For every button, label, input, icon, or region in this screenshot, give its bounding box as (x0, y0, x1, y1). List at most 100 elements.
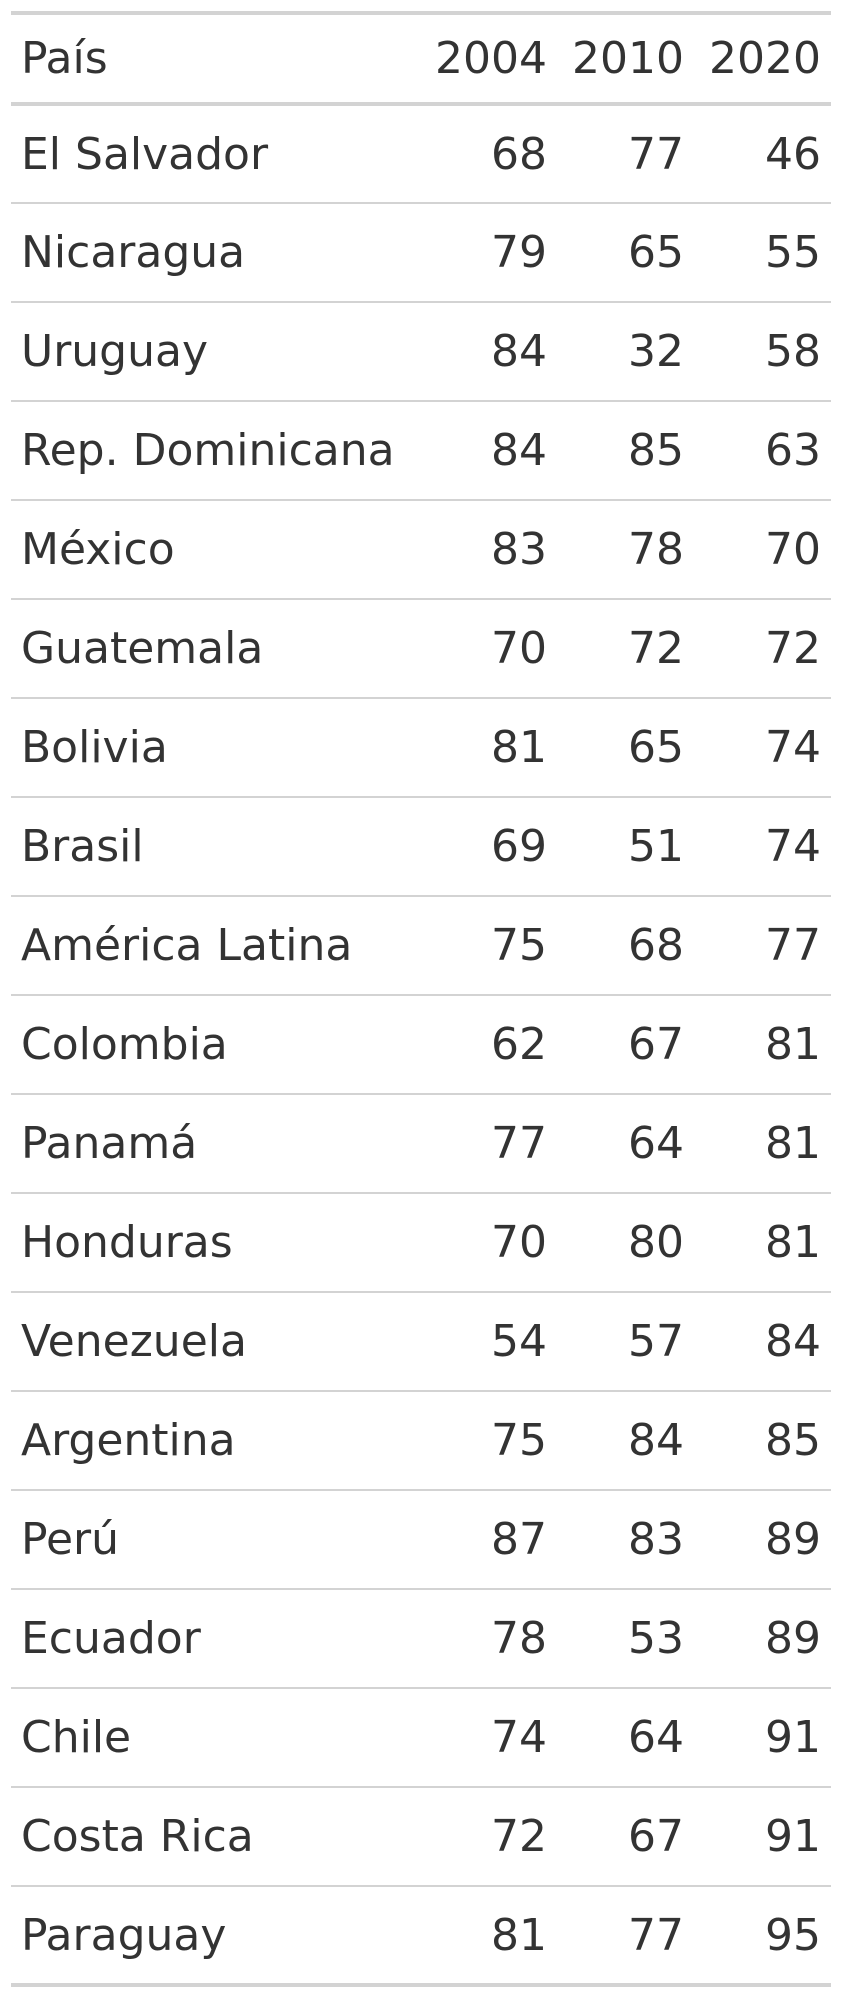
header-year-2010: 2010 (557, 11, 694, 106)
value-cell-2010: 77 (557, 1886, 694, 1987)
country-cell: Venezuela (11, 1292, 420, 1392)
table-row: Perú 87 83 89 (11, 1490, 831, 1590)
country-cell: Colombia (11, 995, 420, 1095)
value-cell-2004: 72 (420, 1787, 557, 1887)
value-cell-2010: 32 (557, 302, 694, 402)
value-cell-2004: 70 (420, 1193, 557, 1293)
value-cell-2020: 95 (694, 1886, 831, 1987)
value-cell-2004: 81 (420, 1886, 557, 1987)
value-cell-2020: 58 (694, 302, 831, 402)
country-cell: Argentina (11, 1391, 420, 1491)
country-cell: El Salvador (11, 104, 420, 204)
value-cell-2020: 70 (694, 500, 831, 600)
country-cell: Brasil (11, 797, 420, 897)
table-row: Venezuela 54 57 84 (11, 1292, 831, 1392)
value-cell-2004: 84 (420, 401, 557, 501)
table-row: El Salvador 68 77 46 (11, 104, 831, 204)
table-row: Paraguay 81 77 95 (11, 1886, 831, 1987)
value-cell-2004: 79 (420, 203, 557, 303)
data-table: País 2004 2010 2020 El Salvador 68 77 46 Nic… (11, 11, 831, 1987)
table-row: Ecuador 78 53 89 (11, 1589, 831, 1689)
country-cell: América Latina (11, 896, 420, 996)
value-cell-2010: 65 (557, 203, 694, 303)
value-cell-2020: 72 (694, 599, 831, 699)
country-cell: Chile (11, 1688, 420, 1788)
value-cell-2010: 64 (557, 1688, 694, 1788)
table-row: Brasil 69 51 74 (11, 797, 831, 897)
value-cell-2020: 81 (694, 995, 831, 1095)
country-cell: Panamá (11, 1094, 420, 1194)
value-cell-2020: 91 (694, 1688, 831, 1788)
value-cell-2010: 72 (557, 599, 694, 699)
value-cell-2020: 81 (694, 1193, 831, 1293)
value-cell-2010: 83 (557, 1490, 694, 1590)
table-row: Guatemala 70 72 72 (11, 599, 831, 699)
country-cell: Ecuador (11, 1589, 420, 1689)
country-cell: Rep. Dominicana (11, 401, 420, 501)
value-cell-2020: 74 (694, 698, 831, 798)
value-cell-2004: 74 (420, 1688, 557, 1788)
table-row: Argentina 75 84 85 (11, 1391, 831, 1491)
header-year-2020: 2020 (694, 11, 831, 106)
value-cell-2020: 89 (694, 1490, 831, 1590)
header-country: País (11, 11, 420, 106)
table-row: América Latina 75 68 77 (11, 896, 831, 996)
value-cell-2010: 68 (557, 896, 694, 996)
value-cell-2020: 85 (694, 1391, 831, 1491)
value-cell-2010: 67 (557, 1787, 694, 1887)
value-cell-2020: 84 (694, 1292, 831, 1392)
value-cell-2004: 83 (420, 500, 557, 600)
value-cell-2004: 87 (420, 1490, 557, 1590)
value-cell-2004: 81 (420, 698, 557, 798)
value-cell-2020: 55 (694, 203, 831, 303)
value-cell-2004: 75 (420, 1391, 557, 1491)
value-cell-2010: 84 (557, 1391, 694, 1491)
value-cell-2004: 84 (420, 302, 557, 402)
value-cell-2010: 57 (557, 1292, 694, 1392)
value-cell-2004: 68 (420, 104, 557, 204)
value-cell-2020: 74 (694, 797, 831, 897)
table-row: Honduras 70 80 81 (11, 1193, 831, 1293)
value-cell-2010: 85 (557, 401, 694, 501)
header-year-2004: 2004 (420, 11, 557, 106)
table-row: Colombia 62 67 81 (11, 995, 831, 1095)
data-table-container: País 2004 2010 2020 El Salvador 68 77 46 Nic… (11, 11, 831, 1987)
value-cell-2010: 67 (557, 995, 694, 1095)
table-row: México 83 78 70 (11, 500, 831, 600)
country-cell: México (11, 500, 420, 600)
value-cell-2004: 75 (420, 896, 557, 996)
value-cell-2004: 54 (420, 1292, 557, 1392)
value-cell-2004: 62 (420, 995, 557, 1095)
value-cell-2020: 46 (694, 104, 831, 204)
value-cell-2004: 77 (420, 1094, 557, 1194)
value-cell-2004: 70 (420, 599, 557, 699)
table-row: Nicaragua 79 65 55 (11, 203, 831, 303)
table-body: El Salvador 68 77 46 Nicaragua 79 65 55 Uruguay 8… (11, 104, 831, 1987)
country-cell: Bolivia (11, 698, 420, 798)
value-cell-2020: 77 (694, 896, 831, 996)
value-cell-2020: 81 (694, 1094, 831, 1194)
value-cell-2010: 64 (557, 1094, 694, 1194)
value-cell-2010: 65 (557, 698, 694, 798)
table-row: Panamá 77 64 81 (11, 1094, 831, 1194)
table-row: Rep. Dominicana 84 85 63 (11, 401, 831, 501)
header-row: País 2004 2010 2020 (11, 11, 831, 106)
value-cell-2020: 89 (694, 1589, 831, 1689)
country-cell: Guatemala (11, 599, 420, 699)
value-cell-2004: 69 (420, 797, 557, 897)
value-cell-2010: 53 (557, 1589, 694, 1689)
value-cell-2010: 80 (557, 1193, 694, 1293)
table-row: Uruguay 84 32 58 (11, 302, 831, 402)
country-cell: Honduras (11, 1193, 420, 1293)
value-cell-2010: 78 (557, 500, 694, 600)
value-cell-2004: 78 (420, 1589, 557, 1689)
country-cell: Uruguay (11, 302, 420, 402)
table-row: Chile 74 64 91 (11, 1688, 831, 1788)
table-header: País 2004 2010 2020 (11, 11, 831, 106)
table-row: Bolivia 81 65 74 (11, 698, 831, 798)
value-cell-2010: 77 (557, 104, 694, 204)
country-cell: Nicaragua (11, 203, 420, 303)
value-cell-2010: 51 (557, 797, 694, 897)
country-cell: Paraguay (11, 1886, 420, 1987)
value-cell-2020: 91 (694, 1787, 831, 1887)
